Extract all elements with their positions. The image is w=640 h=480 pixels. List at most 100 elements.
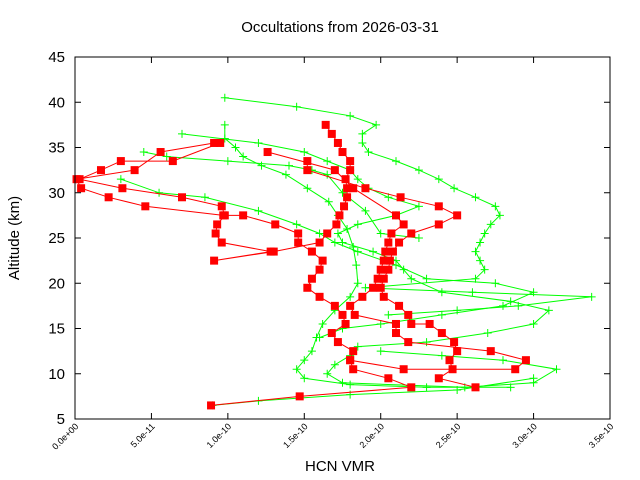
data-point-plus	[358, 129, 367, 138]
data-point-square	[395, 238, 404, 247]
data-point-square	[315, 265, 324, 274]
data-point-plus	[476, 238, 485, 247]
data-point-square	[217, 202, 226, 211]
data-point-plus	[324, 197, 333, 206]
data-point-plus	[544, 306, 553, 315]
data-point-square	[216, 138, 225, 147]
data-point-square	[303, 283, 312, 292]
data-point-plus	[392, 157, 400, 166]
data-point-square	[210, 138, 219, 147]
data-point-plus	[414, 166, 423, 175]
data-point-plus	[257, 161, 266, 170]
data-point-plus	[307, 347, 316, 356]
data-point-plus	[323, 369, 332, 378]
data-point-square	[349, 365, 358, 374]
data-point-plus	[303, 184, 312, 193]
data-point-square	[141, 202, 150, 211]
data-point-square	[399, 365, 408, 374]
data-point-square	[343, 193, 352, 202]
data-point-plus	[338, 188, 347, 197]
series-line	[77, 124, 351, 262]
data-point-square	[303, 157, 312, 166]
data-point-plus	[437, 310, 446, 319]
data-point-square	[294, 238, 303, 247]
data-point-square	[346, 157, 355, 166]
data-point-square	[294, 229, 303, 238]
chart-title: Occultations from 2026-03-31	[241, 19, 439, 36]
data-point-square	[307, 247, 316, 256]
data-point-square	[178, 193, 186, 202]
series-9	[208, 374, 538, 410]
data-point-plus	[323, 157, 332, 166]
series-2	[303, 157, 480, 392]
data-point-plus	[300, 148, 309, 157]
data-point-square	[168, 157, 177, 166]
data-point-plus	[587, 292, 596, 301]
data-point-square	[425, 319, 434, 328]
x-axis-label: HCN VMR	[305, 458, 375, 475]
data-point-square	[404, 310, 413, 319]
data-point-square	[511, 365, 520, 374]
y-tick-label: 20	[48, 275, 65, 292]
data-point-plus	[343, 224, 352, 233]
data-point-square	[335, 211, 344, 220]
data-point-square	[207, 401, 216, 410]
x-tick-label: 2.5e-10	[434, 421, 463, 450]
data-point-plus	[139, 148, 148, 157]
data-point-square	[349, 184, 358, 193]
data-point-plus	[346, 380, 355, 389]
data-point-square	[379, 292, 388, 301]
data-point-square	[315, 292, 324, 301]
data-point-square	[392, 319, 400, 328]
data-point-square	[323, 229, 332, 238]
data-point-plus	[376, 229, 385, 238]
series-line	[120, 178, 536, 339]
data-point-square	[330, 166, 339, 175]
data-point-square	[381, 247, 390, 256]
series-5	[178, 129, 561, 392]
data-point-square	[77, 184, 86, 193]
data-point-square	[327, 329, 336, 338]
data-point-square	[156, 148, 165, 157]
data-point-square	[350, 310, 359, 319]
data-point-square	[450, 338, 459, 347]
data-point-plus	[529, 374, 538, 383]
data-point-square	[343, 184, 352, 193]
data-point-plus	[476, 256, 485, 265]
data-point-square	[384, 265, 393, 274]
data-point-square	[341, 319, 350, 328]
x-tick-label: 3.0e-10	[510, 421, 539, 450]
data-point-plus	[499, 301, 507, 310]
data-point-square	[338, 310, 347, 319]
data-point-plus	[407, 274, 416, 283]
data-point-plus	[486, 220, 495, 229]
data-point-plus	[353, 175, 362, 184]
data-point-plus	[352, 261, 361, 270]
data-point-plus	[529, 319, 538, 328]
data-point-square	[407, 229, 416, 238]
data-point-plus	[353, 220, 362, 229]
data-point-plus	[499, 356, 507, 365]
y-axis-label: Altitude (km)	[6, 196, 23, 280]
data-point-plus	[491, 279, 500, 288]
data-point-square	[330, 301, 339, 310]
data-point-plus	[414, 234, 423, 242]
data-point-plus	[330, 360, 339, 369]
data-point-plus	[220, 120, 229, 129]
data-point-square	[471, 383, 480, 392]
plot-series	[72, 93, 596, 410]
data-point-square	[220, 211, 229, 220]
data-point-square	[210, 256, 219, 265]
data-point-plus	[361, 283, 370, 292]
data-point-plus	[453, 386, 462, 395]
data-point-square	[369, 283, 378, 292]
data-point-square	[376, 265, 385, 274]
x-tick-label: 5.0e-11	[129, 421, 157, 449]
data-point-plus	[358, 138, 367, 147]
data-point-square	[346, 356, 355, 365]
data-point-plus	[361, 206, 370, 215]
data-point-plus	[116, 175, 125, 184]
data-point-square	[434, 220, 443, 229]
data-point-plus	[437, 288, 446, 297]
data-point-plus	[300, 356, 309, 365]
